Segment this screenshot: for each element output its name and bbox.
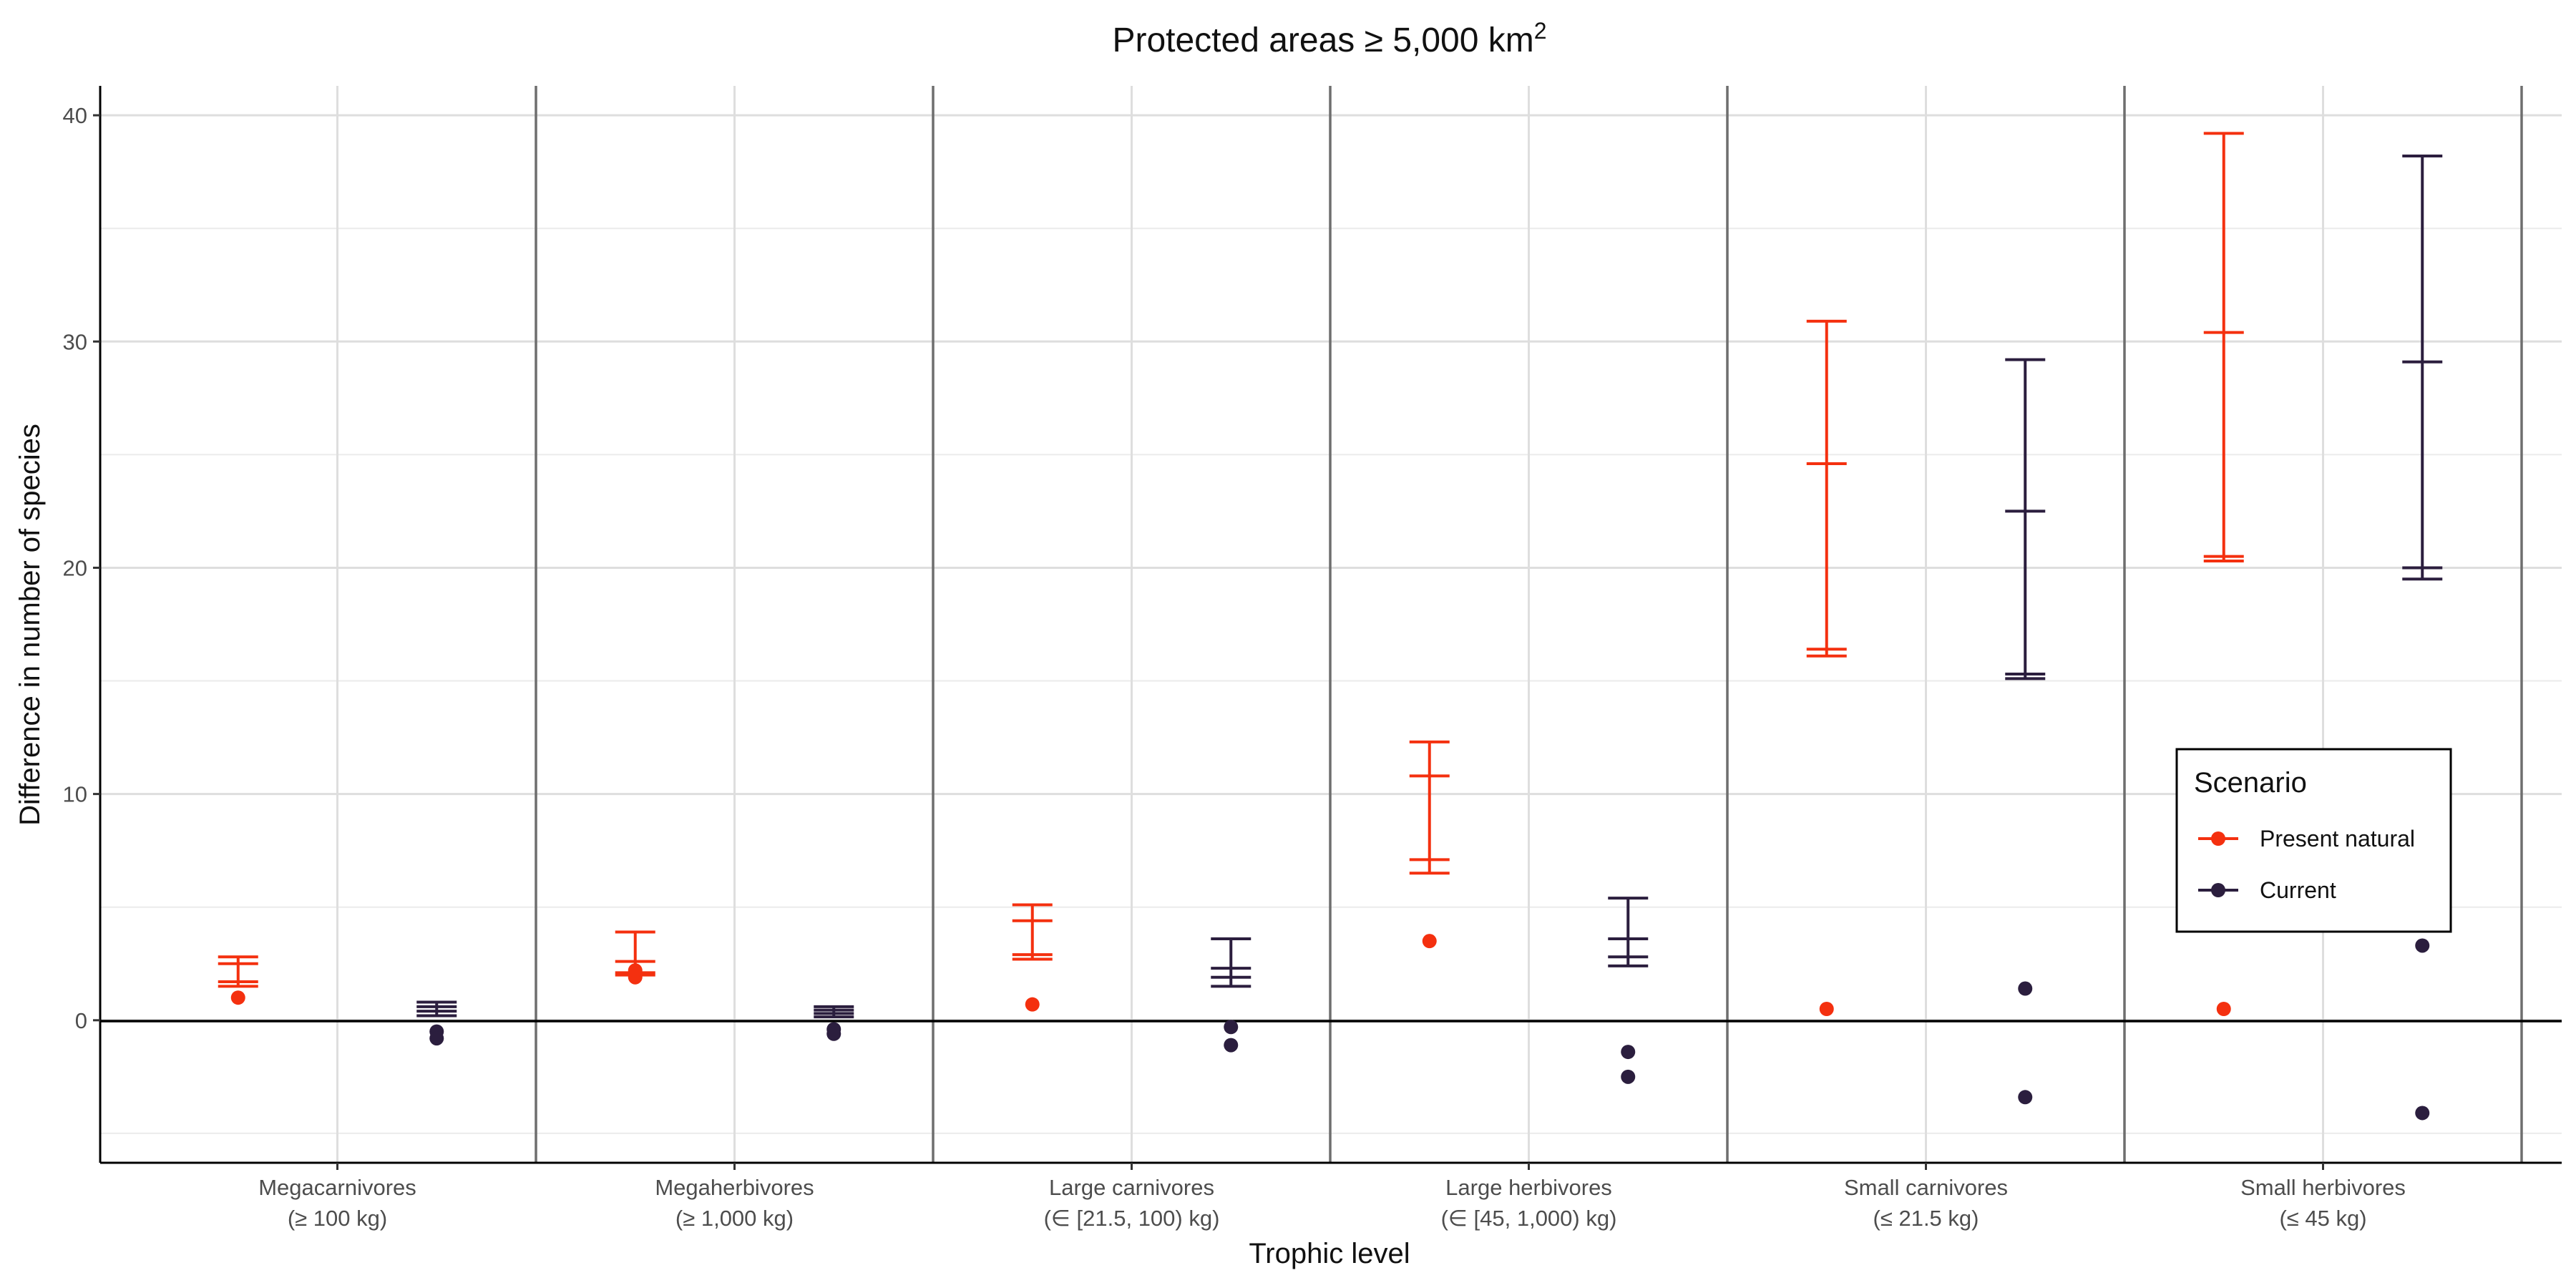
x-category-name: Megaherbivores — [655, 1175, 814, 1200]
chart-title-superscript: 2 — [1534, 18, 1547, 44]
y-axis-title: Difference in number of species — [14, 424, 46, 826]
x-category-name: Small carnivores — [1844, 1175, 2008, 1200]
data-point — [230, 990, 245, 1005]
legend: Scenario Present natural Current — [2175, 748, 2452, 933]
x-category-mass: (≤ 45 kg) — [2279, 1206, 2366, 1231]
legend-title: Scenario — [2194, 767, 2307, 799]
y-tick-label: 10 — [63, 782, 87, 807]
category-separators — [535, 86, 2523, 1163]
y-tick-label: 30 — [63, 329, 87, 354]
legend-label: Present natural — [2260, 826, 2415, 852]
y-tick-label: 40 — [63, 103, 87, 128]
data-point — [2415, 1106, 2430, 1121]
data-point — [1621, 1069, 1636, 1084]
data-point — [826, 1026, 841, 1041]
x-category-name: Small herbivores — [2240, 1175, 2406, 1200]
data-point — [2018, 981, 2033, 996]
data-point — [1819, 1002, 1834, 1016]
y-ticks: 0 10 20 30 40 — [63, 103, 100, 1033]
data-point — [1025, 997, 1040, 1012]
x-category-name: Megacarnivores — [258, 1175, 416, 1200]
x-category-mass: (≥ 100 kg) — [288, 1206, 387, 1231]
legend-key-point — [2211, 883, 2225, 897]
data-marks — [218, 132, 2443, 1121]
data-point — [1621, 1045, 1636, 1060]
x-category-name: Large herbivores — [1445, 1175, 1612, 1200]
data-point — [1224, 1020, 1239, 1035]
y-tick-label: 0 — [75, 1008, 87, 1033]
x-category-mass: (≤ 21.5 kg) — [1873, 1206, 1979, 1231]
data-point — [1422, 934, 1437, 949]
x-category-name: Large carnivores — [1049, 1175, 1214, 1200]
x-category-labels: Megacarnivores (≥ 100 kg) Megaherbivores (≥… — [258, 1163, 2406, 1231]
data-point — [2216, 1002, 2231, 1016]
y-tick-label: 20 — [63, 555, 87, 580]
data-point — [429, 1031, 444, 1046]
legend-label: Current — [2260, 877, 2336, 903]
data-point — [1224, 1038, 1239, 1053]
data-point — [628, 963, 643, 978]
x-axis-title: Trophic level — [1249, 1238, 1410, 1269]
x-category-mass: (≥ 1,000 kg) — [675, 1206, 794, 1231]
x-category-mass: (∈ [21.5, 100) kg) — [1044, 1206, 1220, 1231]
legend-key-point — [2211, 831, 2225, 846]
data-point — [2415, 938, 2430, 953]
x-category-mass: (∈ [45, 1,000) kg) — [1441, 1206, 1617, 1231]
chart-title: Protected areas ≥ 5,000 km2 — [1112, 18, 1546, 59]
data-point — [2018, 1090, 2033, 1105]
